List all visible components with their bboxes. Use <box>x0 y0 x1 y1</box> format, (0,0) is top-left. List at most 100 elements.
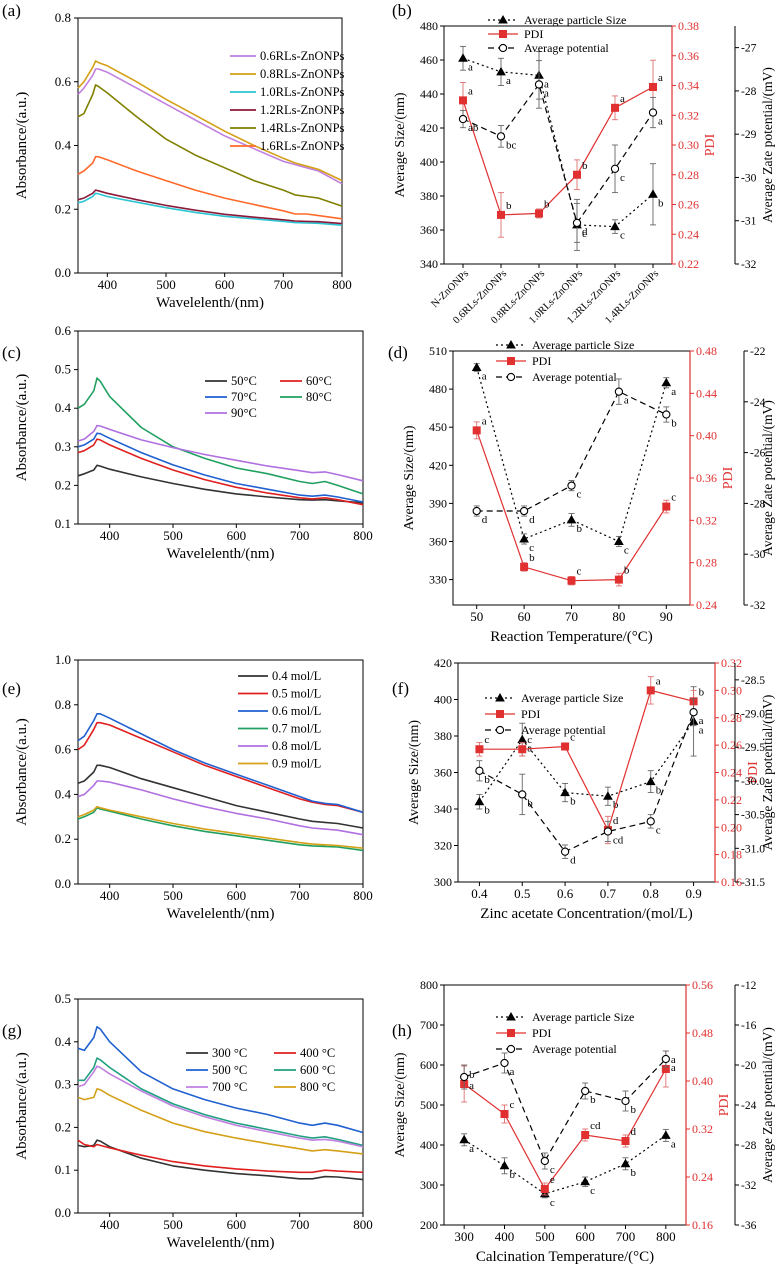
series-line-6 <box>77 155 343 220</box>
marker-open-circle <box>519 506 529 516</box>
y2-tick-label: 0.40 <box>692 1074 713 1088</box>
y2-tick-label: 0.34 <box>678 79 699 93</box>
y-tick-label: 0.6 <box>55 742 72 757</box>
significance-letter: b <box>658 197 664 209</box>
significance-letter: b <box>631 1104 637 1116</box>
y3-tick-label: -36 <box>741 1220 757 1232</box>
marker-square <box>500 1110 509 1118</box>
marker-square <box>621 1137 630 1145</box>
panel-letter: (e) <box>2 679 21 698</box>
significance-letter: b <box>590 1094 596 1106</box>
series-line-4 <box>78 1057 364 1147</box>
y2-tick-label: 0.36 <box>678 49 699 63</box>
legend-label: Average potential <box>521 723 606 737</box>
x-tick-label: 800 <box>353 1217 373 1232</box>
y-tick-label: 300 <box>420 1178 438 1192</box>
significance-letter: cd <box>590 1120 601 1132</box>
series-line-5 <box>77 424 364 482</box>
significance-letter: a <box>482 415 487 427</box>
marker-open-circle <box>495 725 505 735</box>
legend-label: 1.2RLs-ZnONPs <box>260 103 345 117</box>
marker-triangle <box>620 1158 631 1168</box>
y-tick-label: 0.3 <box>55 1077 71 1092</box>
legend-label: 0.9 mol/L <box>272 757 321 771</box>
marker-square <box>581 1131 590 1139</box>
marker-triangle <box>498 14 508 24</box>
y3-tick-label: -28 <box>741 1140 757 1152</box>
legend-label: 90°C <box>231 406 257 420</box>
x-tick-label: 500 <box>163 888 183 903</box>
y2-tick-label: 0.48 <box>692 1026 713 1040</box>
marker-square <box>475 745 484 754</box>
y2-tick-label: 0.36 <box>696 471 717 485</box>
series-line-4 <box>77 377 364 495</box>
marker-triangle <box>506 339 516 349</box>
significance-letter: e <box>550 1174 555 1186</box>
y2-tick-label: 0.24 <box>692 1170 713 1184</box>
significance-letter: b <box>656 785 662 797</box>
y-tick-label: 0.6 <box>55 323 72 338</box>
legend-label: 70°C <box>231 390 257 404</box>
x-axis-label: Wavelelenth/(nm) <box>167 546 275 562</box>
plot-frame <box>452 350 691 606</box>
series-line-3 <box>462 83 654 225</box>
y2-tick-label: 0.28 <box>678 168 699 182</box>
x-tick-label: 0.7 <box>600 886 617 901</box>
legend-label: 0.4 mol/L <box>272 669 321 683</box>
significance-letter: c <box>620 230 625 242</box>
x-tick-label: 0.5 <box>514 886 530 901</box>
legend-label: 500 °C <box>212 1063 247 1077</box>
marker-square <box>614 575 623 584</box>
legend-label: 400 °C <box>300 1046 335 1060</box>
series-line-2 <box>77 721 364 814</box>
x-tick-label: 500 <box>163 1217 183 1232</box>
significance-letter: a <box>671 1062 676 1074</box>
y3-tick-label: -31.0 <box>741 843 765 855</box>
marker-open-circle <box>648 108 658 117</box>
significance-letter: b <box>527 797 533 809</box>
legend-label: 0.6RLs-ZnONPs <box>260 49 345 63</box>
significance-letter: c <box>577 566 582 578</box>
plot-frame <box>77 659 364 885</box>
significance-letter: b <box>529 552 535 564</box>
x-axis-label: Wavelelenth/(nm) <box>167 906 275 922</box>
significance-letter: a <box>506 75 511 87</box>
series-line-1 <box>77 764 364 829</box>
series-line-3 <box>77 192 343 226</box>
y-tick-label: 600 <box>420 1058 438 1072</box>
y2-tick-label: 0.56 <box>692 978 713 992</box>
legend-label: 0.5 mol/L <box>272 687 321 701</box>
marker-triangle <box>603 791 613 800</box>
marker-triangle <box>580 1176 591 1186</box>
y-tick-label: 340 <box>420 257 438 271</box>
y-axis-label: Absorbance/(a.u.) <box>14 92 30 199</box>
series-line-2 <box>77 1139 364 1174</box>
x-tick-label: 400 <box>100 1217 120 1232</box>
marker-square <box>573 170 581 179</box>
marker-open-circle <box>567 481 576 490</box>
y-tick-label: 450 <box>429 420 447 434</box>
y-tick-label: 420 <box>420 121 438 135</box>
x-tick-label: 500 <box>535 1229 555 1244</box>
y2-tick-label: 0.22 <box>678 257 699 271</box>
series-line-1 <box>478 721 695 803</box>
marker-square <box>662 502 671 511</box>
y3-tick-label: -32 <box>750 600 766 612</box>
marker-open-circle <box>560 847 570 856</box>
x-tick-label: 700 <box>290 1217 310 1232</box>
series-line-1 <box>77 464 364 504</box>
y2-tick-label: 0.30 <box>678 138 699 152</box>
significance-letter: bc <box>506 139 517 151</box>
y2-tick-label: 0.28 <box>696 556 717 570</box>
significance-letter: c <box>620 172 625 184</box>
marker-square <box>507 357 515 365</box>
x-tick-label: 500 <box>156 277 176 292</box>
marker-square <box>497 210 505 219</box>
y-axis-label: Average Size/(nm) <box>393 1052 408 1157</box>
significance-letter: c <box>624 545 629 557</box>
marker-open-circle <box>581 1086 590 1096</box>
marker-open-circle <box>496 132 506 141</box>
series-line-1 <box>462 57 654 228</box>
